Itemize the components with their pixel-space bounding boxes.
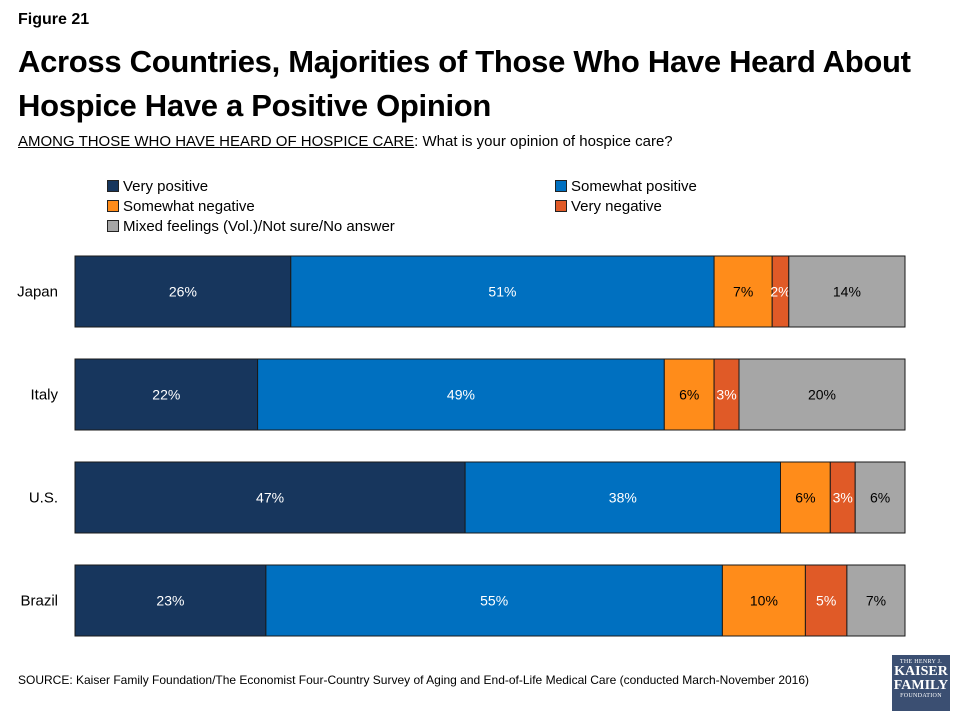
category-label-brazil: Brazil — [20, 593, 58, 610]
data-label-brazil-mixed-feelings-vol-not-sure-no-answer: 7% — [866, 593, 886, 609]
legend-item-mixed: Mixed feelings (Vol.)/Not sure/No answer — [107, 218, 395, 236]
data-label-u-s-somewhat-positive: 38% — [609, 490, 637, 506]
bar-segment-brazil-somewhat-negative — [721, 564, 806, 637]
data-label-u-s-mixed-feelings-vol-not-sure-no-answer: 6% — [870, 490, 890, 506]
legend-label-mixed: Mixed feelings (Vol.)/Not sure/No answer — [123, 218, 395, 235]
data-label-japan-somewhat-positive: 51% — [488, 284, 516, 300]
data-label-brazil-somewhat-positive: 55% — [480, 593, 508, 609]
category-label-japan: Japan — [17, 284, 58, 301]
legend-swatch-mixed — [107, 220, 119, 232]
legend-item-somewhat-positive: Somewhat positive — [555, 178, 697, 196]
bar-segment-u-s-somewhat-negative — [780, 461, 831, 534]
chart-subtitle: AMONG THOSE WHO HAVE HEARD OF HOSPICE CA… — [18, 133, 673, 150]
data-label-u-s-somewhat-negative: 6% — [795, 490, 815, 506]
chart-title: Across Countries, Majorities of Those Wh… — [18, 44, 911, 123]
bar-segment-italy-somewhat-positive — [257, 358, 665, 431]
legend-item-somewhat-negative: Somewhat negative — [107, 198, 255, 216]
logo-line-2: KAISER — [894, 664, 948, 679]
data-label-u-s-very-negative: 3% — [833, 490, 853, 506]
logo-line-1: THE HENRY J. — [899, 659, 943, 665]
bar-segment-japan-mixed-feelings-vol-not-sure-no-answer — [788, 255, 906, 328]
figure-label: Figure 21 — [18, 11, 90, 28]
bar-segment-italy-somewhat-negative — [663, 358, 715, 431]
bar-segment-u-s-very-positive — [74, 461, 466, 534]
data-label-italy-somewhat-negative: 6% — [679, 387, 699, 403]
bar-segment-brazil-very-positive — [74, 564, 267, 637]
legend-label-somewhat-negative: Somewhat negative — [123, 198, 255, 215]
bar-segment-u-s-mixed-feelings-vol-not-sure-no-answer — [854, 461, 906, 534]
data-label-italy-very-positive: 22% — [152, 387, 180, 403]
legend: Very positive Somewhat positive Somewhat… — [0, 0, 960, 240]
subtitle-question: : What is your opinion of hospice care? — [414, 133, 673, 150]
data-label-brazil-very-positive: 23% — [156, 593, 184, 609]
bar-segment-u-s-very-negative — [829, 461, 856, 534]
legend-item-very-positive: Very positive — [107, 178, 208, 196]
legend-swatch-somewhat-positive — [555, 180, 567, 192]
data-label-brazil-somewhat-negative: 10% — [750, 593, 778, 609]
data-label-japan-mixed-feelings-vol-not-sure-no-answer: 14% — [833, 284, 861, 300]
legend-swatch-somewhat-negative — [107, 200, 119, 212]
bar-segment-u-s-somewhat-positive — [464, 461, 781, 534]
bar-segment-japan-somewhat-positive — [290, 255, 715, 328]
data-label-japan-somewhat-negative: 7% — [733, 284, 753, 300]
bar-segment-japan-somewhat-negative — [713, 255, 773, 328]
category-label-u-s: U.S. — [29, 490, 58, 507]
legend-item-very-negative: Very negative — [555, 198, 662, 216]
logo-line-4: FOUNDATION — [900, 693, 942, 699]
data-label-japan-very-positive: 26% — [169, 284, 197, 300]
bar-segment-italy-very-positive — [74, 358, 259, 431]
data-label-brazil-very-negative: 5% — [816, 593, 836, 609]
logo-line-3: FAMILY — [893, 678, 949, 693]
category-label-italy: Italy — [30, 387, 58, 404]
source-note: SOURCE: Kaiser Family Foundation/The Eco… — [18, 673, 810, 687]
legend-label-very-positive: Very positive — [123, 178, 209, 195]
data-label-italy-very-negative: 3% — [716, 387, 736, 403]
legend-label-very-negative: Very negative — [571, 198, 662, 215]
legend-swatch-very-negative — [555, 200, 567, 212]
subtitle-qualifier: AMONG THOSE WHO HAVE HEARD OF HOSPICE CA… — [18, 133, 415, 150]
bar-segment-brazil-very-negative — [804, 564, 848, 637]
kff-logo: THE HENRY J. KAISER FAMILY FOUNDATION — [892, 655, 950, 711]
data-label-italy-mixed-feelings-vol-not-sure-no-answer: 20% — [808, 387, 836, 403]
data-label-italy-somewhat-positive: 49% — [447, 387, 475, 403]
data-label-japan-very-negative: 2% — [770, 284, 790, 300]
legend-label-somewhat-positive: Somewhat positive — [571, 178, 697, 195]
data-label-u-s-very-positive: 47% — [256, 490, 284, 506]
legend-swatch-very-positive — [107, 180, 119, 192]
bar-segment-brazil-mixed-feelings-vol-not-sure-no-answer — [846, 564, 906, 637]
bar-segment-brazil-somewhat-positive — [265, 564, 723, 637]
bar-segment-italy-mixed-feelings-vol-not-sure-no-answer — [738, 358, 906, 431]
